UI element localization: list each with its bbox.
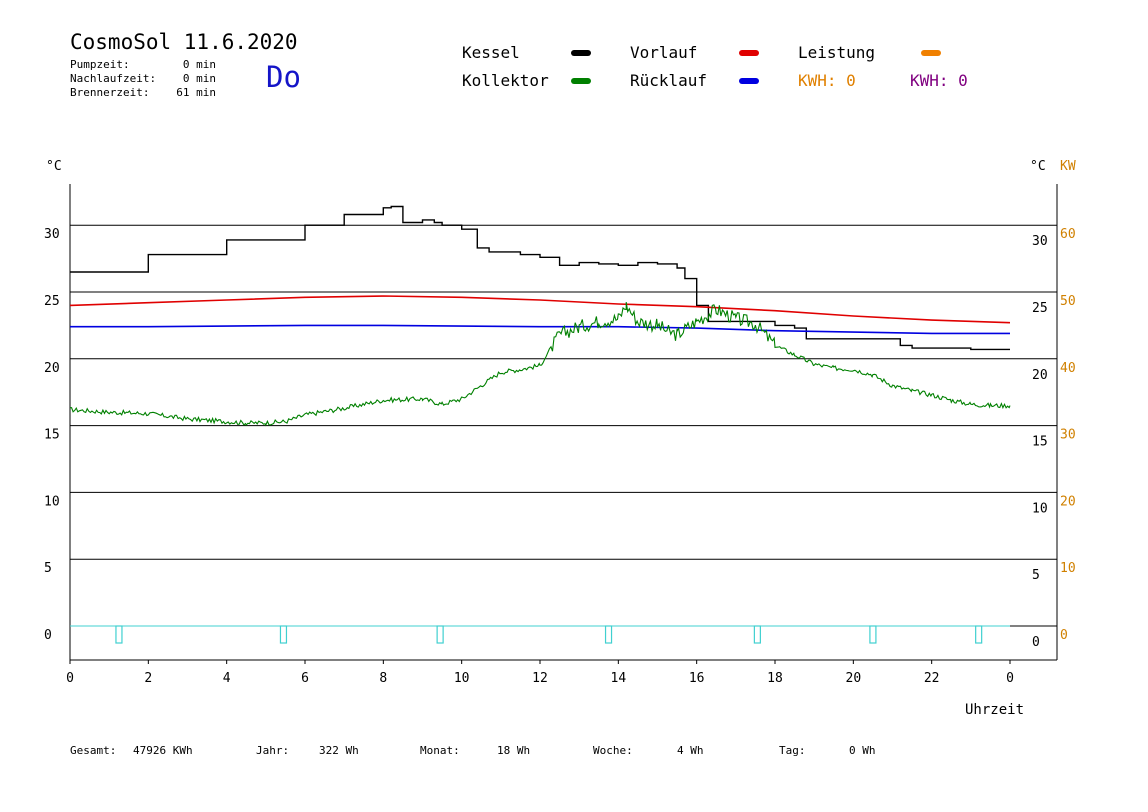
legend-leistung-swatch xyxy=(921,50,941,56)
legend-kwh-orange: KWH: 0 xyxy=(798,71,856,90)
series-lines xyxy=(69,205,1011,644)
y-tick-left-15: 15 xyxy=(44,428,60,443)
y-tick-right-25: 25 xyxy=(1032,301,1048,316)
pump-pulse-3 xyxy=(604,625,613,644)
x-tick-8: 16 xyxy=(689,671,705,686)
legend-kollektor-swatch xyxy=(571,78,591,84)
y-tick-right-10: 10 xyxy=(1032,501,1048,516)
series-rcklauf xyxy=(70,324,1010,335)
brennerzeit-label: Brennerzeit: xyxy=(70,86,150,99)
legend-ruecklauf-label: Rücklauf xyxy=(630,71,708,90)
y-tick-right-30: 30 xyxy=(1032,234,1048,249)
x-tick-3: 6 xyxy=(301,671,309,686)
legend-kessel-label: Kessel xyxy=(462,43,520,62)
monat-value: 18 Wh xyxy=(497,744,531,757)
x-tick-11: 22 xyxy=(924,671,940,686)
y-tick-left-5: 5 xyxy=(44,561,52,576)
x-tick-10: 20 xyxy=(846,671,862,686)
series-kessel xyxy=(70,205,1010,351)
x-tick-1: 2 xyxy=(144,671,152,686)
legend-kollektor-label: Kollektor xyxy=(462,71,549,90)
tag-label: Tag: xyxy=(779,744,806,757)
series-vorlauf xyxy=(69,295,1011,324)
pumpzeit-value: 0 min xyxy=(182,58,216,71)
legend-ruecklauf-swatch xyxy=(739,78,759,84)
y-axis-right2-unit: KW xyxy=(1060,159,1076,174)
y-tick-left-20: 20 xyxy=(44,361,60,376)
x-tick-9: 18 xyxy=(767,671,783,686)
pump-pulse-4 xyxy=(753,625,761,644)
brennerzeit-value: 61 min xyxy=(176,86,216,99)
y2-tick-60: 60 xyxy=(1060,227,1076,242)
y2-tick-50: 50 xyxy=(1060,294,1076,309)
monat-label: Monat: xyxy=(420,744,460,757)
x-tick-4: 8 xyxy=(379,671,387,686)
gesamt-label: Gesamt: xyxy=(70,744,117,757)
y-tick-right-5: 5 xyxy=(1032,568,1040,583)
x-tick-5: 10 xyxy=(454,671,470,686)
gesamt-value: 47926 KWh xyxy=(133,744,193,757)
chart-title: CosmoSol 11.6.2020 xyxy=(70,30,298,54)
tag-value: 0 Wh xyxy=(849,744,876,757)
y2-tick-10: 10 xyxy=(1060,561,1076,576)
pumpzeit-label: Pumpzeit: xyxy=(70,58,130,71)
y-tick-left-0: 0 xyxy=(44,628,52,643)
axes xyxy=(69,184,1058,664)
legend-leistung-label: Leistung xyxy=(798,43,876,62)
y-tick-right-20: 20 xyxy=(1032,368,1048,383)
series-kollektor xyxy=(70,302,1011,427)
legend-vorlauf-swatch xyxy=(739,50,759,56)
y-axis-left-unit: °C xyxy=(46,159,62,174)
pump-pulse-2 xyxy=(436,625,444,644)
jahr-label: Jahr: xyxy=(256,744,290,757)
x-tick-0: 0 xyxy=(66,671,74,686)
y-tick-left-10: 10 xyxy=(44,494,60,509)
y2-tick-20: 20 xyxy=(1060,494,1076,509)
y-axis-right-unit: °C xyxy=(1030,159,1046,174)
jahr-value: 322 Wh xyxy=(319,744,359,757)
x-tick-2: 4 xyxy=(223,671,231,686)
weekday-label: Do xyxy=(266,60,301,94)
y-tick-left-25: 25 xyxy=(44,294,60,309)
pump-pulse-1 xyxy=(279,625,288,644)
y-tick-left-30: 30 xyxy=(44,227,60,242)
pump-pulse-6 xyxy=(975,625,983,644)
legend-kwh-purple: KWH: 0 xyxy=(910,71,968,90)
x-tick-12: 0 xyxy=(1006,671,1014,686)
y2-tick-40: 40 xyxy=(1060,361,1076,376)
nachlaufzeit-value: 0 min xyxy=(182,72,216,85)
grid-lines xyxy=(70,224,1057,627)
pump-pulse-0 xyxy=(115,625,123,644)
pump-pulse-5 xyxy=(869,625,877,644)
x-axis-label: Uhrzeit xyxy=(965,702,1024,718)
legend-vorlauf-label: Vorlauf xyxy=(630,43,698,62)
y2-tick-0: 0 xyxy=(1060,628,1068,643)
legend-kessel-swatch xyxy=(571,50,591,56)
woche-value: 4 Wh xyxy=(677,744,704,757)
x-tick-6: 12 xyxy=(532,671,548,686)
y-tick-right-15: 15 xyxy=(1032,435,1048,450)
woche-label: Woche: xyxy=(593,744,633,757)
y2-tick-30: 30 xyxy=(1060,428,1076,443)
x-tick-7: 14 xyxy=(611,671,627,686)
nachlaufzeit-label: Nachlaufzeit: xyxy=(70,72,157,85)
y-tick-right-0: 0 xyxy=(1032,635,1040,650)
